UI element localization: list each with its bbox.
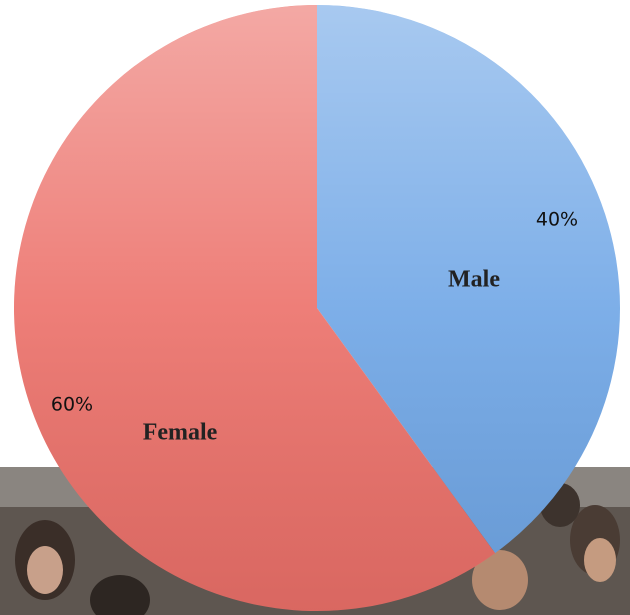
- percent-label: 40%: [536, 209, 578, 231]
- slice-label: Female: [143, 420, 218, 446]
- slice-label: Male: [448, 267, 500, 293]
- percent-label: 60%: [51, 394, 93, 416]
- page: 40% Male 60% Female: [0, 0, 630, 615]
